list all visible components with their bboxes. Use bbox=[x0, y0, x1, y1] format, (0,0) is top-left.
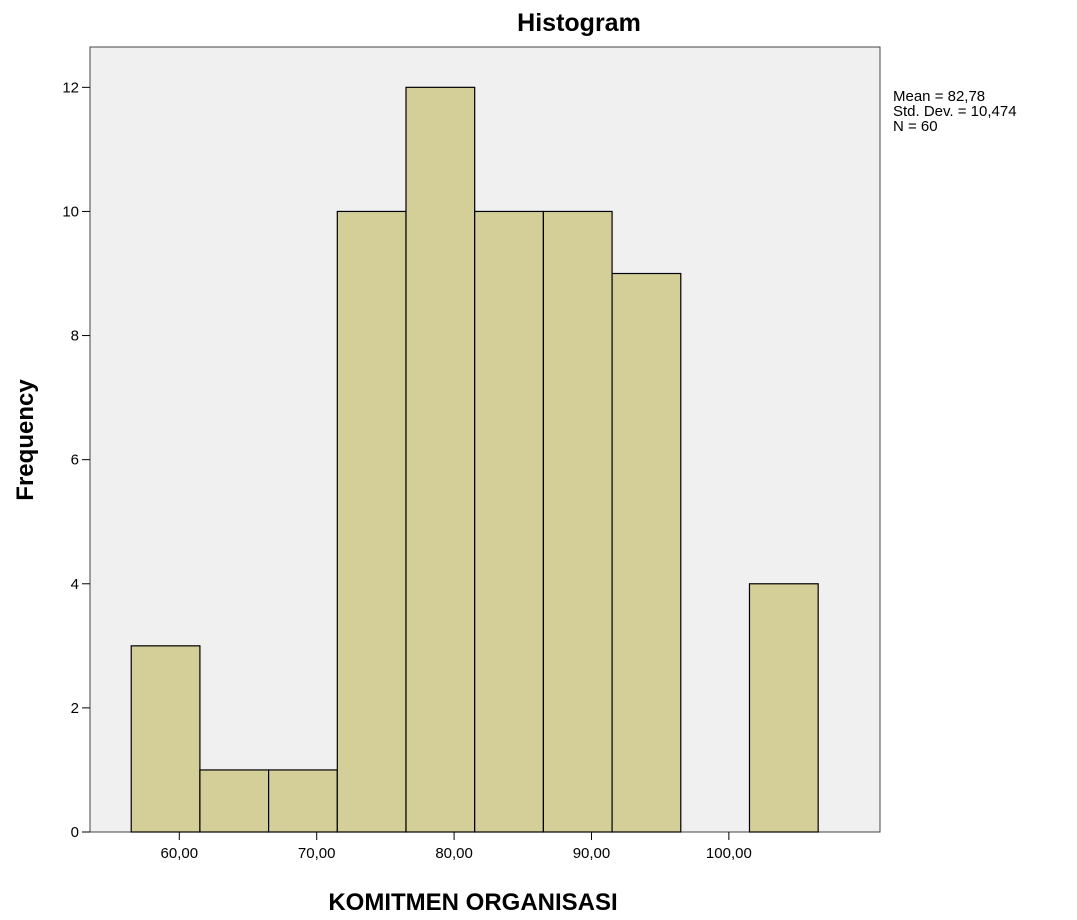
histogram-bar bbox=[405, 86, 476, 833]
x-tick-label: 90,00 bbox=[573, 845, 611, 862]
histogram-bar bbox=[542, 210, 613, 833]
x-tick-label: 60,00 bbox=[161, 845, 199, 862]
y-tick-label: 10 bbox=[62, 203, 79, 220]
y-tick-label: 4 bbox=[71, 576, 79, 593]
n-stat: N = 60 bbox=[893, 118, 938, 135]
y-tick-label: 0 bbox=[71, 824, 79, 841]
histogram-bar bbox=[268, 769, 338, 833]
histogram-bar bbox=[199, 769, 270, 833]
histogram-bar bbox=[748, 583, 819, 833]
y-axis-title: Frequency bbox=[12, 379, 39, 501]
y-tick-label: 8 bbox=[71, 328, 79, 345]
y-axis: 0 2 4 6 8 10 12 bbox=[62, 79, 90, 841]
x-tick-label: 70,00 bbox=[298, 845, 336, 862]
histogram-bar bbox=[336, 210, 407, 833]
x-axis-title: KOMITMEN ORGANISASI bbox=[328, 889, 617, 916]
bars-group bbox=[130, 86, 819, 833]
x-tick-label: 80,00 bbox=[435, 845, 473, 862]
y-tick-label: 6 bbox=[71, 452, 79, 469]
histogram-bar bbox=[474, 210, 544, 833]
chart-title: Histogram bbox=[517, 9, 641, 37]
histogram-bar bbox=[611, 272, 682, 833]
summary-statistics: Mean = 82,78 Std. Dev. = 10,474 N = 60 bbox=[893, 89, 1017, 134]
x-tick-label: 100,00 bbox=[706, 845, 752, 862]
histogram-bar bbox=[130, 645, 201, 833]
x-axis: 60,00 70,00 80,00 90,00 100,00 bbox=[161, 832, 752, 862]
std-dev-stat: Std. Dev. = 10,474 bbox=[893, 103, 1017, 120]
mean-stat: Mean = 82,78 bbox=[893, 88, 986, 105]
y-tick-label: 12 bbox=[62, 79, 79, 96]
y-tick-label: 2 bbox=[71, 700, 79, 717]
